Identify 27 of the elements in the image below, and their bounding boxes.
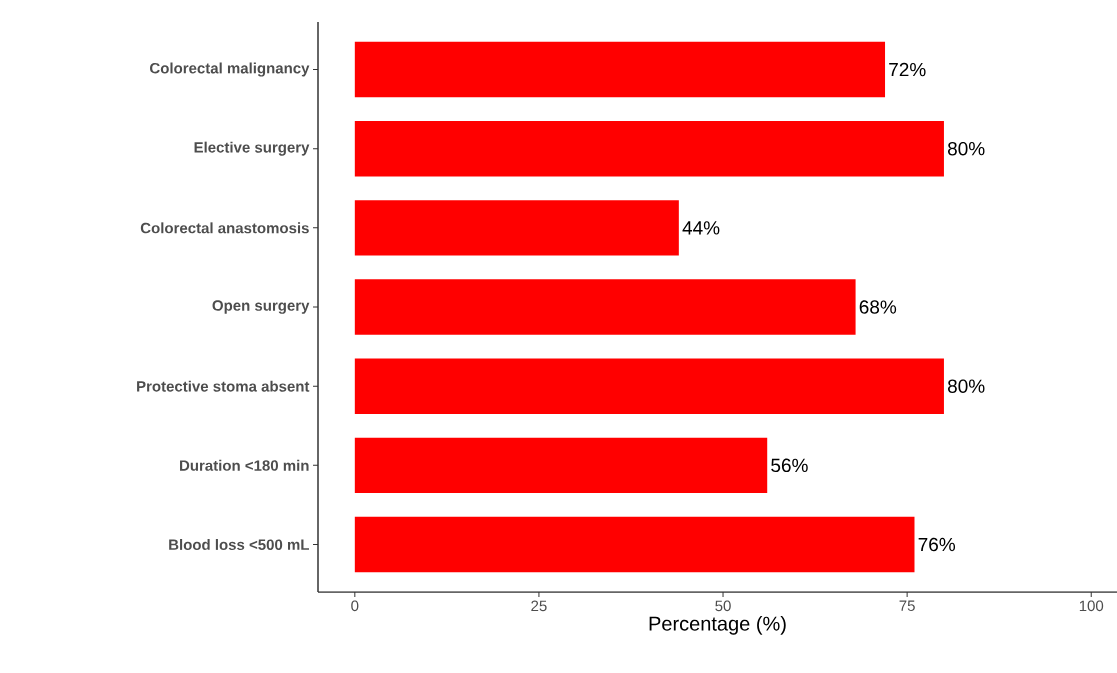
y-tick-label: Elective surgery	[194, 141, 310, 156]
data-label: 72%	[889, 62, 926, 77]
bar	[354, 358, 944, 414]
bar	[354, 516, 915, 573]
data-label: 56%	[771, 458, 808, 473]
x-tick-label: 0	[351, 600, 359, 612]
bar	[354, 279, 856, 335]
x-tick-label: 50	[715, 600, 731, 612]
bar	[354, 41, 886, 98]
y-tick-label: Open surgery	[212, 300, 310, 314]
data-label: 80%	[947, 379, 985, 393]
x-tick-label: 25	[531, 600, 547, 612]
y-tick-label: Blood loss <500 mL	[169, 539, 309, 551]
x-axis-title: Percentage (%)	[649, 616, 786, 635]
x-tick-label: 75	[899, 600, 915, 611]
y-tick-label: Colorectal malignancy	[150, 62, 310, 77]
data-label: 80%	[947, 141, 985, 156]
y-tick-label: Protective stoma absent	[137, 380, 310, 392]
bar	[354, 200, 679, 256]
data-label: 68%	[859, 300, 897, 314]
data-label: 44%	[682, 221, 720, 235]
data-label: 76%	[918, 537, 956, 552]
bar	[354, 437, 768, 494]
y-tick-label: Duration <180 min	[180, 459, 309, 471]
bar	[354, 120, 944, 177]
y-tick-label: Colorectal anastomosis	[140, 222, 309, 234]
x-tick-label: 100	[1079, 600, 1104, 612]
